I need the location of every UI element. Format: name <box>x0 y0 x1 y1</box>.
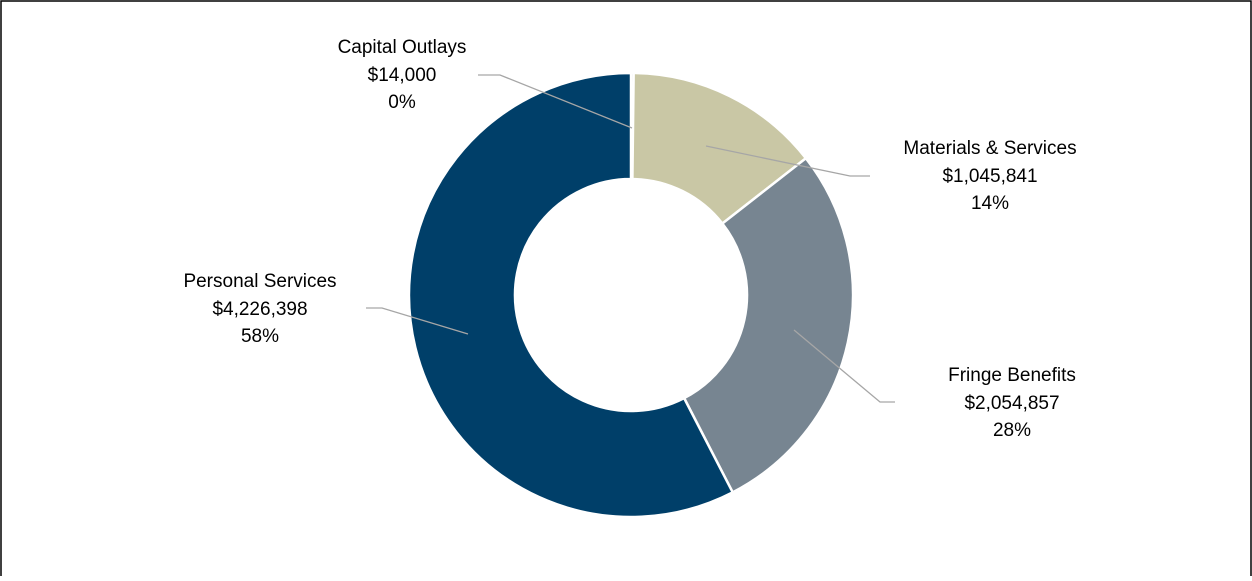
leader-line <box>366 307 469 335</box>
value-label: $14,000 <box>368 65 437 86</box>
value-label: $1,045,841 <box>942 166 1037 187</box>
percent-label: 28% <box>993 420 1031 441</box>
leader-line <box>793 329 895 403</box>
leader-line <box>705 145 870 177</box>
percent-label: 14% <box>971 193 1009 214</box>
percent-label: 0% <box>388 92 416 113</box>
value-label: $2,054,857 <box>964 393 1059 414</box>
slice-label: Fringe Benefits <box>948 365 1076 386</box>
slice-label: Materials & Services <box>903 138 1076 159</box>
slice-label: Capital Outlays <box>338 37 467 58</box>
percent-label: 58% <box>241 326 279 347</box>
slice-label: Personal Services <box>183 271 336 292</box>
donut-slice <box>407 71 735 519</box>
leader-line <box>478 74 633 129</box>
donut-slice <box>682 156 855 495</box>
value-label: $4,226,398 <box>212 299 307 320</box>
